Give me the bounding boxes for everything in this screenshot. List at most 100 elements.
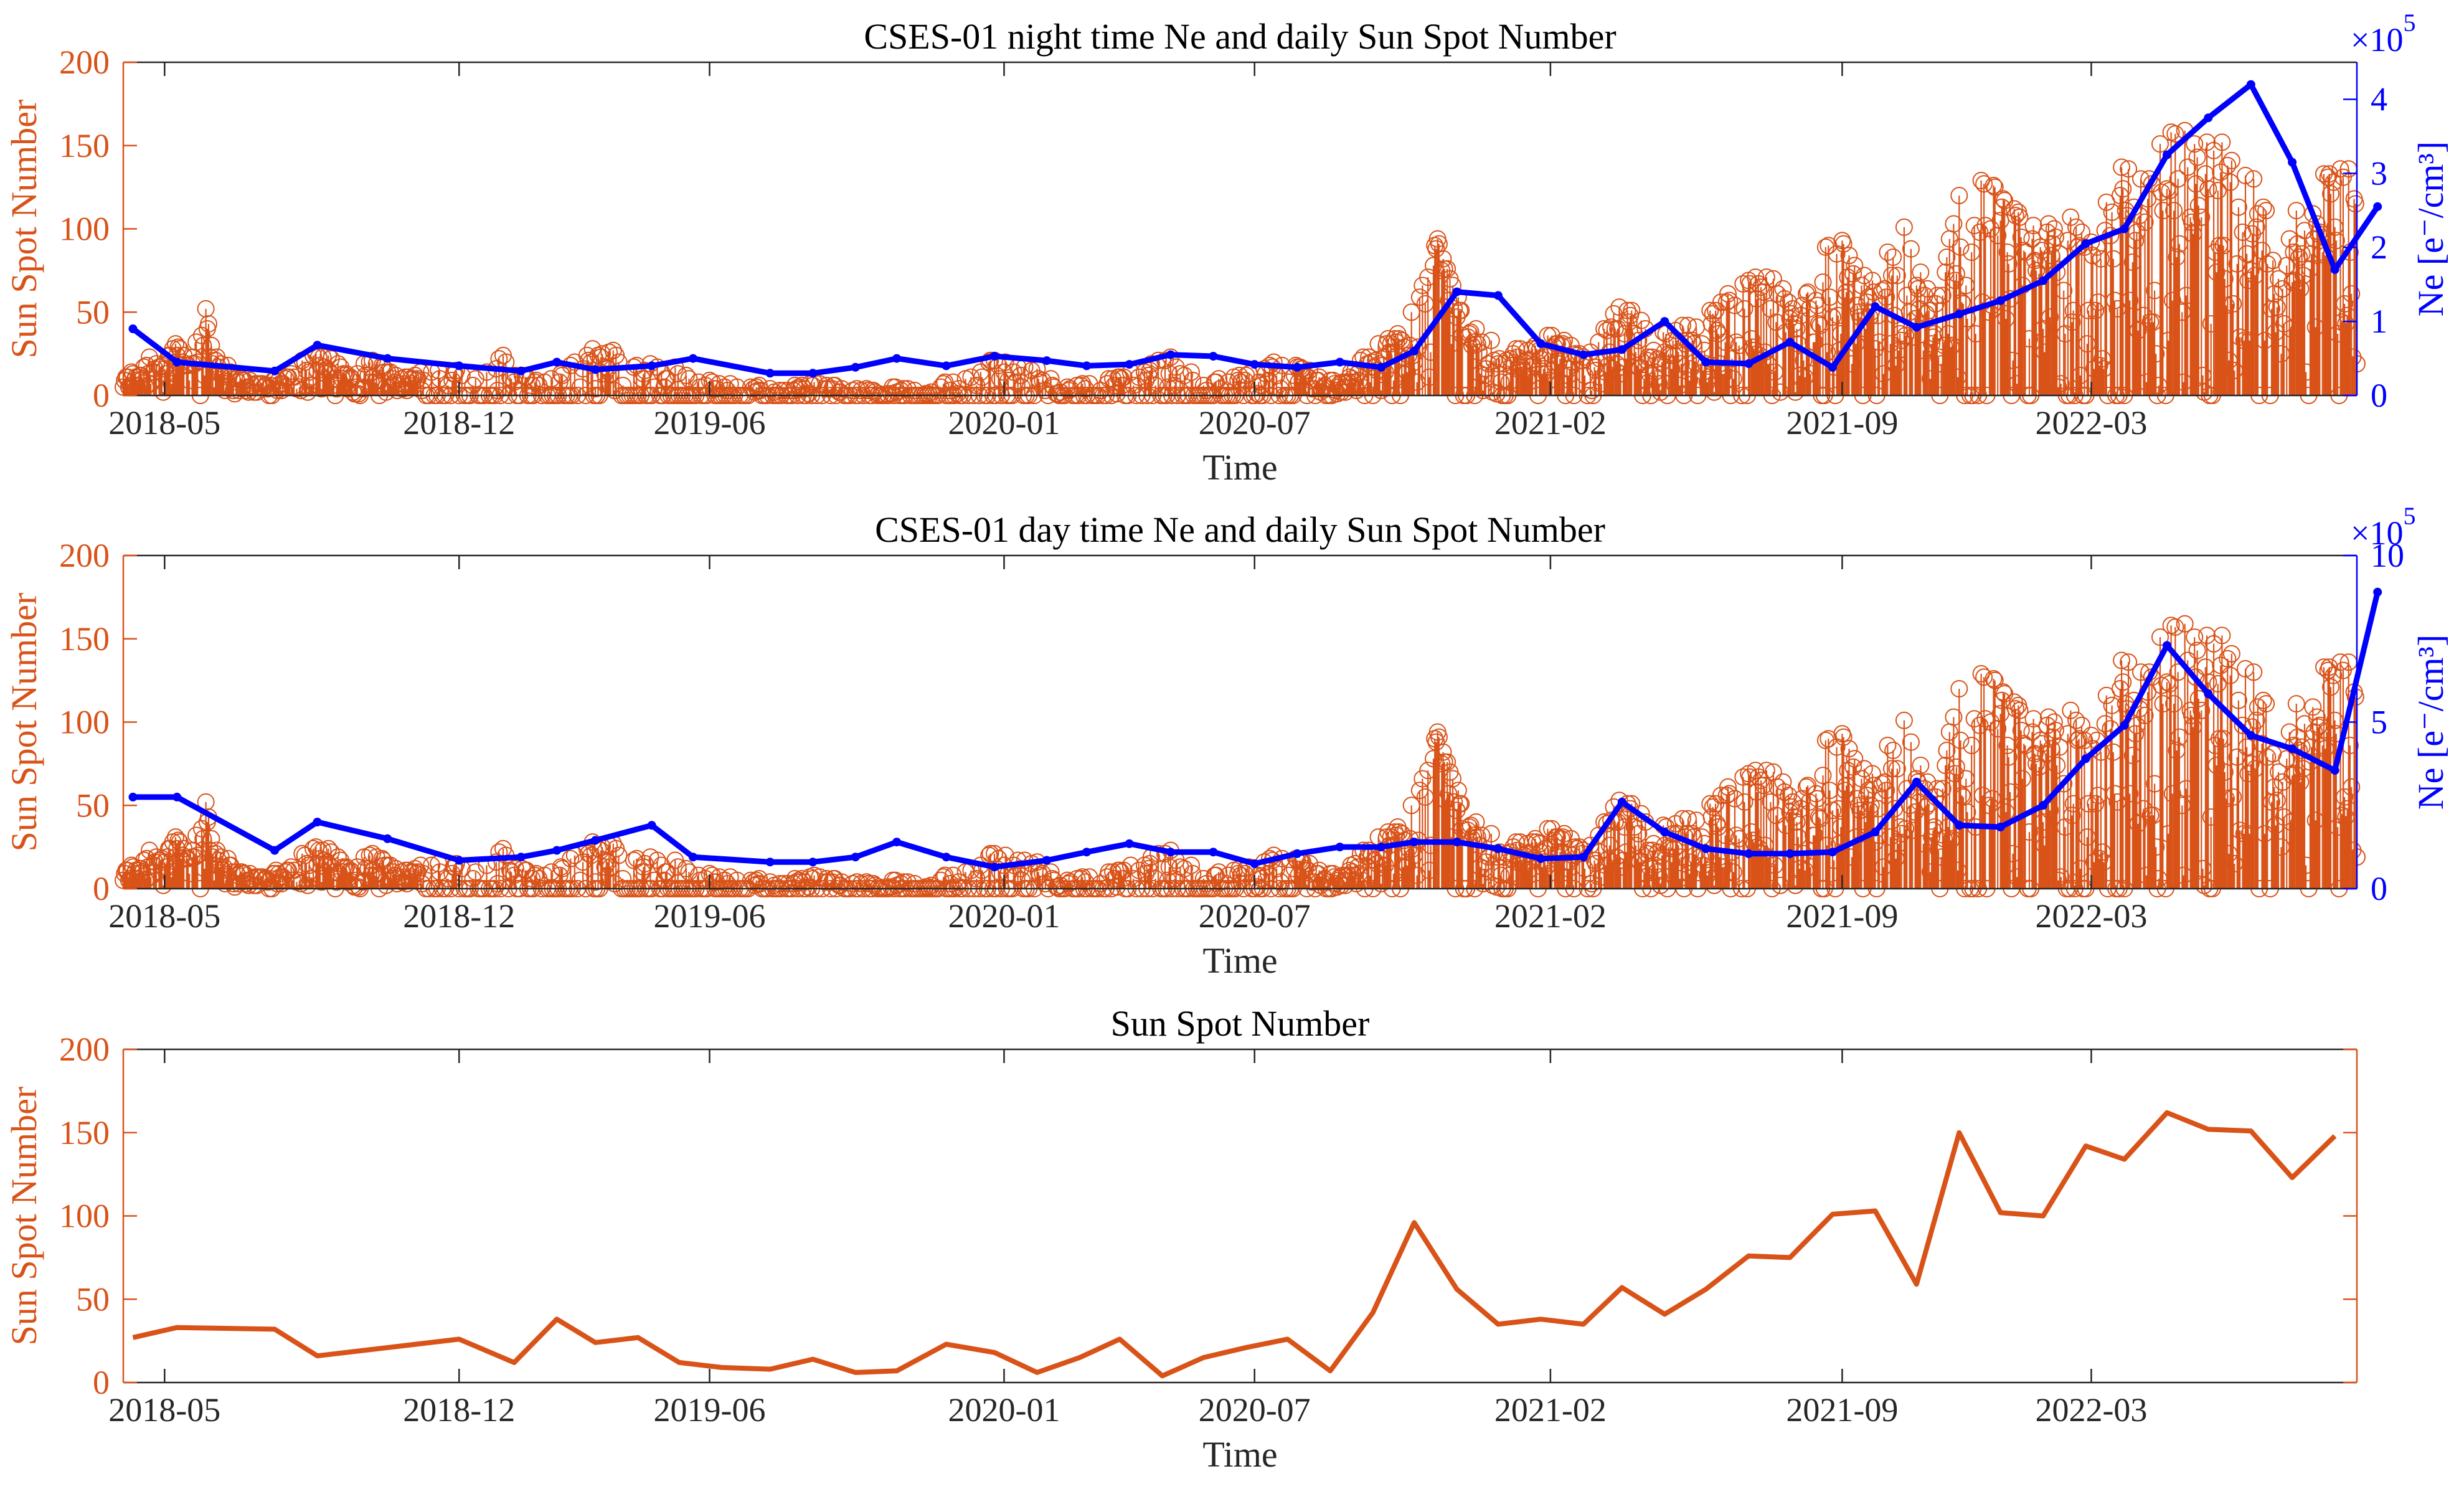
- ssn-point: [1965, 217, 1983, 235]
- ssn-point: [2001, 783, 2019, 801]
- ssn-point: [1402, 303, 1420, 321]
- ssn-point: [2071, 366, 2089, 384]
- ssn-point: [1958, 803, 1976, 821]
- ssn-point: [1816, 238, 1834, 256]
- ssn-point: [1717, 787, 1735, 805]
- ssn-point: [1632, 805, 1650, 823]
- ssn-point: [1810, 315, 1828, 333]
- ssn-point: [2173, 796, 2191, 815]
- ssn-point: [523, 377, 541, 394]
- ne-point: [2373, 202, 2382, 211]
- ssn-point: [2231, 328, 2249, 346]
- panel-axes: 2018-05 2018-12 2019-06 2020-01 2020-07 2021-…: [59, 537, 2404, 935]
- ssn-point: [196, 859, 214, 877]
- ne-line: [133, 591, 2381, 870]
- ssn-point: [1595, 320, 1613, 338]
- ssn-point: [1366, 851, 1383, 869]
- ssn-point: [1137, 864, 1155, 882]
- ssn-point: [2254, 198, 2272, 216]
- ssn-point: [1721, 291, 1739, 310]
- ssn-point: [2174, 373, 2193, 391]
- ssn-point: [1947, 758, 1965, 776]
- y-tick-label-left: 100: [59, 704, 110, 741]
- ssn-point: [2254, 691, 2272, 709]
- ne-point: [1042, 856, 1051, 865]
- ssn-point: [506, 859, 524, 877]
- ssn-point: [163, 375, 181, 393]
- ssn-point: [292, 382, 310, 399]
- ssn-point: [1898, 286, 1916, 305]
- ne-point: [172, 357, 182, 367]
- ssn-point: [1316, 870, 1334, 887]
- ssn-point: [2237, 166, 2254, 184]
- ssn-point: [2126, 232, 2145, 250]
- ssn-point: [2183, 213, 2201, 231]
- ssn-point: [1963, 243, 1981, 261]
- ssn-point: [625, 851, 643, 869]
- y-tick-label-left: 150: [59, 127, 110, 164]
- ssn-point: [2161, 182, 2179, 199]
- ssn-point: [1989, 720, 2007, 738]
- ssn-point: [2073, 716, 2090, 734]
- ssn-point: [1888, 760, 1906, 778]
- ssn-point: [2135, 800, 2153, 818]
- ssn-point: [614, 870, 632, 887]
- ssn-point: [1838, 283, 1856, 301]
- ssn-point: [2013, 770, 2031, 788]
- ssn-point: [2137, 373, 2155, 391]
- ssn-point: [2273, 280, 2292, 298]
- ssn-point: [1663, 853, 1681, 871]
- ssn-point: [2224, 295, 2242, 313]
- ssn-point: [138, 356, 156, 374]
- ssn-point: [2151, 135, 2169, 153]
- x-tick-label: 2021-02: [1494, 897, 1607, 935]
- ssn-point: [2334, 168, 2352, 186]
- ssn-point: [1887, 356, 1905, 374]
- ssn-point: [2217, 790, 2235, 808]
- ssn-line: [132, 1110, 2337, 1379]
- ssn-point: [2136, 213, 2154, 231]
- ssn-point: [1906, 803, 1924, 821]
- ssn-point: [1766, 856, 1784, 874]
- ssn-point: [2106, 291, 2123, 310]
- ssn-point: [2021, 823, 2038, 841]
- y-tick-label-left: 0: [93, 1364, 110, 1401]
- ssn-point: [2073, 223, 2090, 241]
- ssn-point: [2286, 765, 2304, 783]
- ssn-point: [2237, 659, 2254, 678]
- ssn-point: [1610, 298, 1628, 316]
- ssn-point: [318, 360, 336, 378]
- ssn-point: [2282, 320, 2300, 338]
- ssn-point: [2082, 726, 2100, 744]
- ssn-point: [266, 864, 284, 882]
- ssn-point: [1299, 368, 1317, 386]
- ssn-point: [1671, 870, 1689, 887]
- ssn-point: [580, 844, 597, 863]
- ssn-point: [2235, 825, 2253, 843]
- ssn-point: [2303, 738, 2321, 756]
- ssn-point: [1888, 267, 1906, 285]
- ssn-point: [2217, 296, 2235, 314]
- panel-title: CSES-01 night time Ne and daily Sun Spot…: [864, 16, 1616, 57]
- ssn-point: [1290, 866, 1308, 884]
- ssn-point: [1603, 360, 1621, 378]
- ssn-point: [1965, 710, 1983, 728]
- ssn-point: [2290, 248, 2308, 266]
- ssn-point: [200, 315, 217, 333]
- ssn-point: [1952, 731, 1970, 749]
- ssn-point: [2027, 262, 2045, 280]
- ssn-point: [1874, 365, 1892, 383]
- x-tick-label: 2020-07: [1199, 897, 1311, 935]
- ssn-point: [1999, 255, 2018, 273]
- ne-point: [808, 858, 818, 867]
- ssn-point: [349, 385, 367, 403]
- ssn-point: [1372, 382, 1390, 399]
- ssn-point: [2051, 738, 2069, 756]
- ssn-point: [1832, 818, 1850, 836]
- x-tick-label: 2021-02: [1494, 1391, 1607, 1429]
- ssn-point: [2150, 377, 2168, 394]
- ne-point: [2204, 113, 2213, 123]
- ssn-point: [1514, 361, 1532, 379]
- ssn-point: [1100, 863, 1118, 881]
- ssn-point: [1972, 664, 1990, 683]
